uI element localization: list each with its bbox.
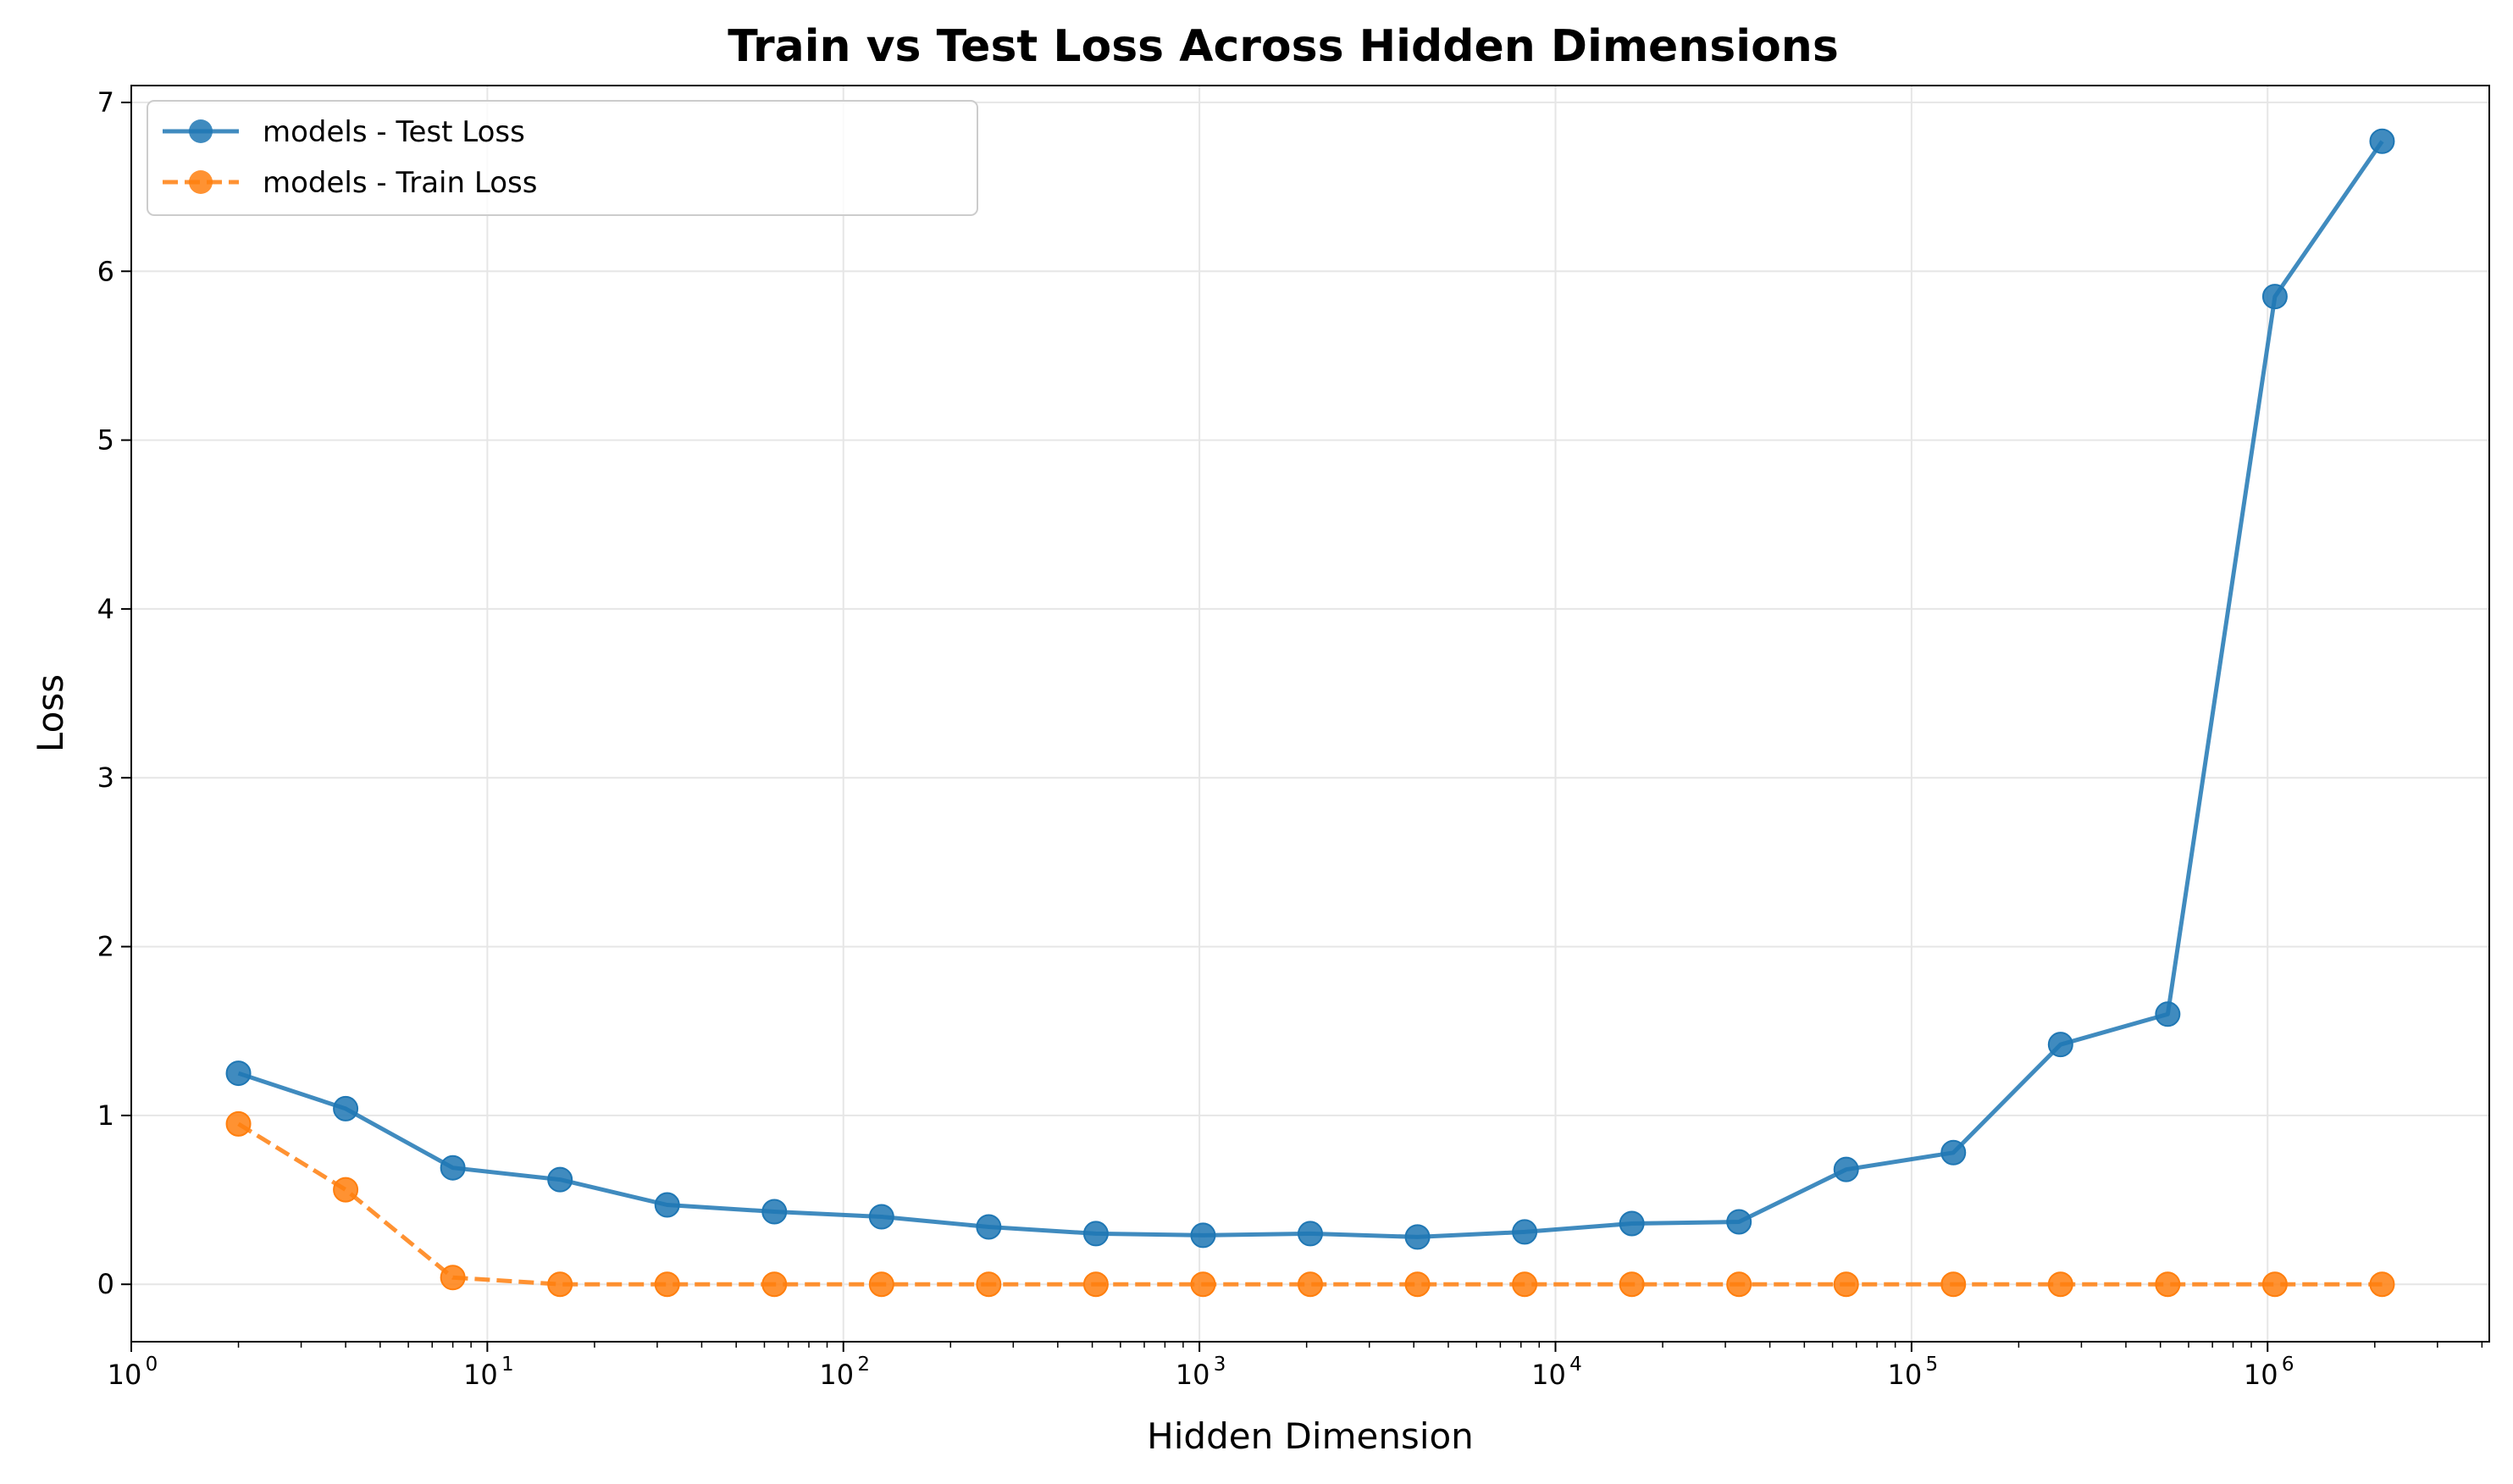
data-point-test-loss (1404, 1224, 1431, 1250)
series-line-train-loss (237, 1121, 2383, 1287)
data-point-train-loss (1404, 1271, 1431, 1298)
y-tick-label: 4 (97, 593, 114, 625)
x-axis-label: Hidden Dimension (1147, 1415, 1474, 1457)
y-tick-label: 1 (97, 1099, 114, 1132)
data-point-train-loss (1298, 1271, 1323, 1298)
data-point-train-loss (976, 1271, 1002, 1298)
x-tick-label: 10 (1531, 1359, 1566, 1391)
x-tick-exponent: 6 (2282, 1354, 2294, 1376)
data-point-train-loss (2369, 1271, 2395, 1298)
data-point-train-loss (2261, 1271, 2288, 1298)
data-point-test-loss (654, 1192, 680, 1218)
plot-area-frame (130, 85, 2490, 1343)
x-tick-exponent: 5 (1926, 1354, 1939, 1376)
data-point-train-loss (1512, 1271, 1538, 1298)
y-axis-label: Loss (30, 674, 71, 752)
data-point-test-loss (1940, 1139, 1967, 1166)
legend-label-1: models - Train Loss (263, 166, 537, 200)
data-point-train-loss (1940, 1271, 1967, 1298)
data-point-test-loss (1190, 1222, 1216, 1249)
x-tick-exponent: 2 (857, 1354, 870, 1376)
y-tick-label: 5 (97, 424, 114, 457)
data-point-train-loss (440, 1265, 466, 1291)
x-tick-label: 10 (108, 1359, 142, 1391)
legend-marker-0 (189, 119, 213, 143)
data-point-train-loss (2155, 1271, 2181, 1298)
data-point-train-loss (2047, 1271, 2073, 1298)
data-point-train-loss (1190, 1271, 1216, 1298)
data-point-test-loss (547, 1166, 573, 1193)
data-point-test-loss (1833, 1156, 1859, 1182)
data-point-train-loss (1833, 1271, 1859, 1298)
data-point-train-loss (1726, 1271, 1752, 1298)
data-point-test-loss (868, 1204, 894, 1230)
chart-title: Train vs Test Loss Across Hidden Dimensi… (728, 21, 1839, 72)
y-tick-label: 7 (97, 86, 114, 119)
x-tick-exponent: 3 (1214, 1354, 1226, 1376)
data-point-train-loss (1082, 1271, 1109, 1298)
data-point-test-loss (1512, 1219, 1538, 1245)
data-point-train-loss (225, 1110, 252, 1137)
data-point-test-loss (761, 1199, 788, 1225)
legend-box (147, 100, 978, 216)
data-point-train-loss (547, 1271, 573, 1298)
data-point-train-loss (868, 1271, 894, 1298)
y-tick-label: 2 (97, 931, 114, 963)
data-point-test-loss (1619, 1210, 1645, 1237)
data-point-test-loss (976, 1214, 1002, 1240)
data-series (225, 128, 2395, 1298)
y-tick-label: 3 (97, 761, 114, 794)
x-tick-exponent: 1 (501, 1354, 514, 1376)
data-point-test-loss (1726, 1209, 1752, 1235)
data-point-train-loss (761, 1271, 788, 1298)
x-tick-label: 10 (1176, 1359, 1210, 1391)
data-point-test-loss (1298, 1221, 1323, 1247)
x-tick-label: 10 (463, 1359, 498, 1391)
grid-lines (130, 86, 2489, 1342)
data-point-test-loss (440, 1155, 466, 1181)
legend-marker-1 (189, 170, 213, 194)
x-tick-label: 10 (2244, 1359, 2278, 1391)
x-tick-label: 10 (819, 1359, 854, 1391)
x-tick-label: 10 (1888, 1359, 1923, 1391)
data-point-train-loss (1619, 1271, 1645, 1298)
data-point-test-loss (225, 1060, 252, 1087)
y-tick-label: 0 (97, 1268, 114, 1300)
data-point-test-loss (2047, 1032, 2073, 1058)
data-point-test-loss (1082, 1221, 1109, 1247)
data-point-train-loss (333, 1177, 359, 1203)
x-tick-exponent: 4 (1569, 1354, 1582, 1376)
legend-label-0: models - Test Loss (263, 115, 525, 149)
data-point-test-loss (2261, 284, 2288, 310)
y-tick-label: 6 (97, 255, 114, 287)
legend: models - Test Loss models - Train Loss (147, 100, 978, 216)
x-tick-exponent: 0 (146, 1354, 158, 1376)
data-point-test-loss (333, 1095, 359, 1121)
data-point-test-loss (2155, 1001, 2181, 1027)
data-point-train-loss (654, 1271, 680, 1298)
data-point-test-loss (2369, 128, 2395, 154)
